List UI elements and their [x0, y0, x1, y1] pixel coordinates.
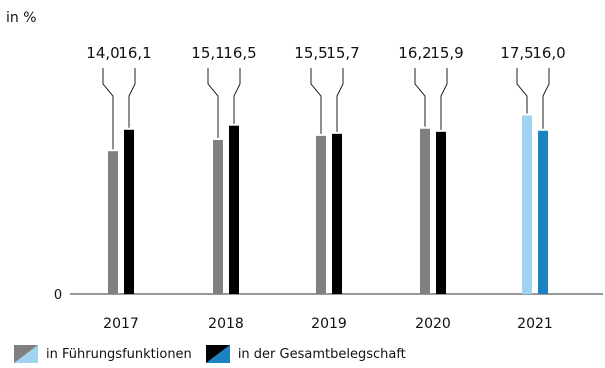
category-label-2018: 2018 — [208, 316, 244, 332]
data-label-fuehrungsfunktionen-2018: 15,1 — [191, 44, 224, 62]
data-label-fuehrungsfunktionen-2020: 16,2 — [398, 44, 431, 62]
data-label-fuehrungsfunktionen-2019: 15,5 — [294, 44, 327, 62]
category-label-2017: 2017 — [103, 316, 139, 332]
bar-gesamtbelegschaft-2018 — [229, 125, 239, 294]
bar-chart: 0 14,016,1 2017 15,116,5 2018 15,515,7 2019 16,… — [54, 44, 603, 332]
category-label-2019: 2019 — [311, 316, 347, 332]
legend-item-gesamtbelegschaft: in der Gesamtbelegschaft — [205, 345, 406, 363]
data-label-fuehrungsfunktionen-2021: 17,5 — [500, 44, 533, 62]
legend-label-fuehrungsfunktionen: in Führungsfunktionen — [46, 346, 192, 362]
legend-label-gesamtbelegschaft: in der Gesamtbelegschaft — [237, 346, 406, 362]
data-label-gesamtbelegschaft-2017: 16,1 — [118, 44, 151, 62]
y-zero-label: 0 — [54, 288, 62, 303]
bar-fuehrungsfunktionen-2021 — [522, 115, 532, 294]
leader-fuehrungsfunktionen-2020 — [414, 68, 426, 127]
data-label-gesamtbelegschaft-2019: 15,7 — [326, 44, 359, 62]
leader-gesamtbelegschaft-2020 — [440, 68, 448, 130]
bar-fuehrungsfunktionen-2017 — [108, 151, 118, 294]
bar-gesamtbelegschaft-2021 — [538, 130, 548, 294]
bar-gesamtbelegschaft-2020 — [436, 131, 446, 294]
data-label-gesamtbelegschaft-2020: 15,9 — [430, 44, 463, 62]
category-label-2021: 2021 — [517, 316, 553, 332]
bar-gesamtbelegschaft-2019 — [332, 133, 342, 294]
legend-swatch-gesamtbelegschaft — [205, 345, 230, 363]
bar-fuehrungsfunktionen-2018 — [213, 139, 223, 294]
leader-gesamtbelegschaft-2017 — [128, 68, 136, 128]
legend-item-fuehrungsfunktionen: in Führungsfunktionen — [14, 345, 192, 363]
leader-gesamtbelegschaft-2019 — [336, 68, 344, 132]
leader-gesamtbelegschaft-2021 — [542, 68, 550, 129]
unit-label: in % — [6, 10, 37, 26]
category-label-2020: 2020 — [415, 316, 451, 332]
leader-fuehrungsfunktionen-2019 — [310, 68, 322, 134]
data-label-gesamtbelegschaft-2021: 16,0 — [532, 44, 565, 62]
leader-fuehrungsfunktionen-2018 — [207, 68, 219, 138]
legend-swatch-fuehrungsfunktionen — [14, 345, 38, 363]
leader-gesamtbelegschaft-2018 — [233, 68, 241, 124]
bar-fuehrungsfunktionen-2020 — [420, 128, 430, 294]
bar-fuehrungsfunktionen-2019 — [316, 135, 326, 294]
data-label-gesamtbelegschaft-2018: 16,5 — [223, 44, 256, 62]
leader-fuehrungsfunktionen-2021 — [516, 68, 528, 114]
bar-gesamtbelegschaft-2017 — [124, 129, 134, 294]
data-label-fuehrungsfunktionen-2017: 14,0 — [86, 44, 119, 62]
leader-fuehrungsfunktionen-2017 — [102, 68, 114, 150]
legend: in Führungsfunktionen in der Gesamtbeleg… — [14, 345, 420, 363]
